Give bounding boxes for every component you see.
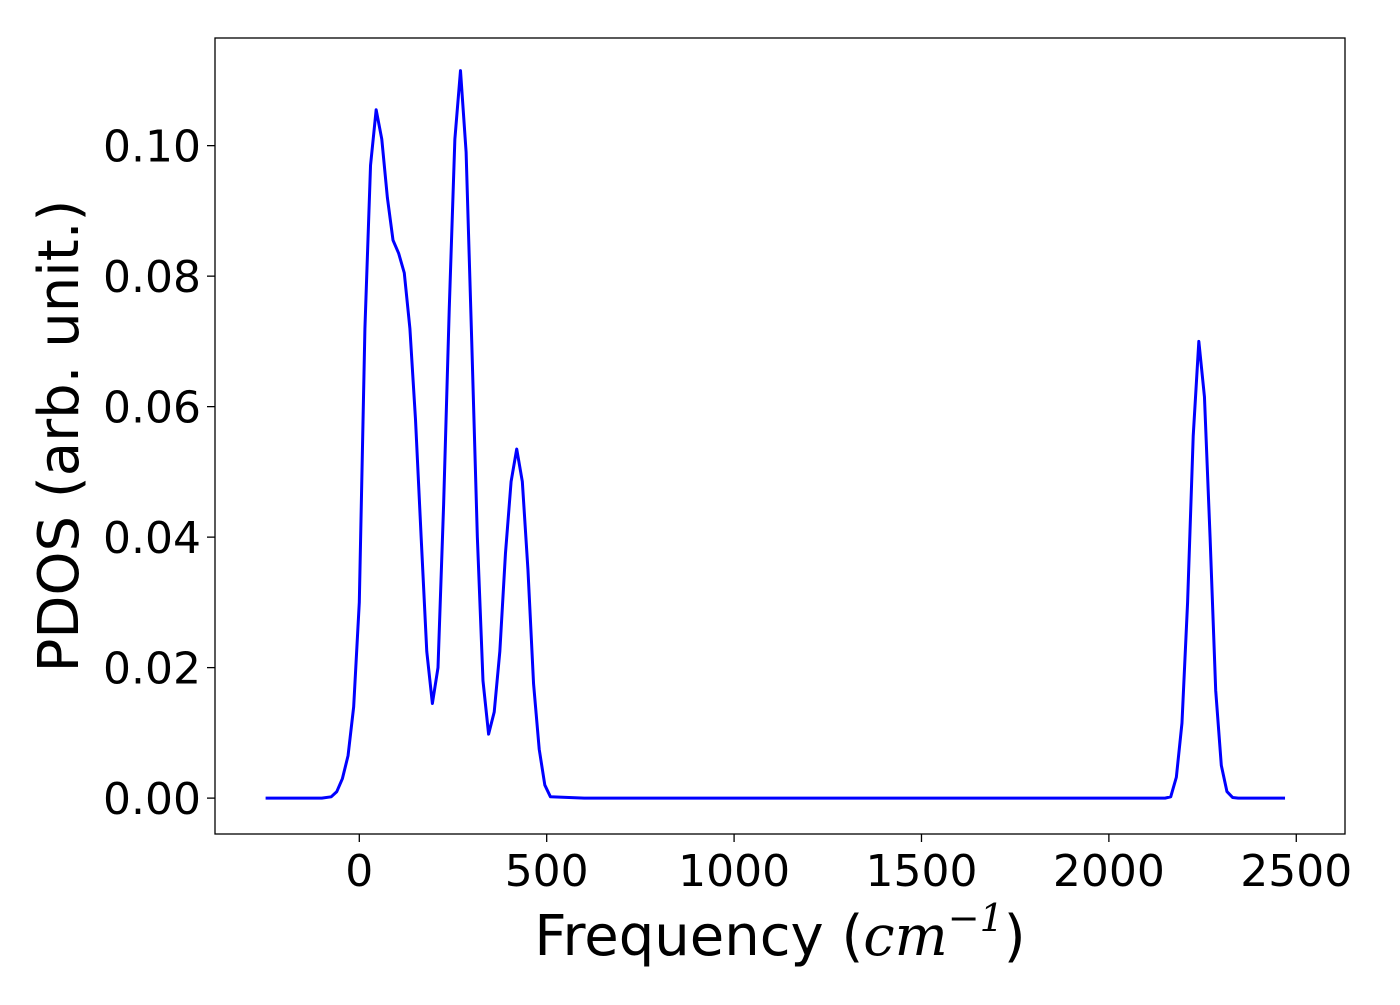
plot-frame [214, 37, 1346, 835]
x-tick-label: 500 [505, 846, 589, 897]
y-tick-label: 0.08 [103, 252, 201, 303]
plot-background [215, 38, 1345, 834]
x-tick-label: 2000 [1053, 846, 1165, 897]
x-tick-label: 1500 [865, 846, 977, 897]
y-tick-label: 0.02 [103, 644, 201, 695]
x-tick-label: 1000 [678, 846, 790, 897]
x-tick-label: 0 [345, 846, 373, 897]
y-axis-title: PDOS (arb. unit.) [27, 200, 92, 673]
x-ticks: 0 500 1000 1500 2000 2500 [345, 834, 1352, 897]
x-tick-label: 2500 [1240, 846, 1352, 897]
x-axis-title: Frequency (cm−1) [534, 896, 1025, 969]
y-tick-label: 0.06 [103, 383, 201, 434]
y-tick-label: 0.04 [103, 513, 201, 564]
y-tick-label: 0.00 [103, 774, 201, 825]
y-tick-label: 0.10 [103, 122, 201, 173]
pdos-series-line [265, 69, 1286, 800]
y-ticks: 0.00 0.02 0.04 0.06 0.08 0.10 [103, 122, 215, 825]
